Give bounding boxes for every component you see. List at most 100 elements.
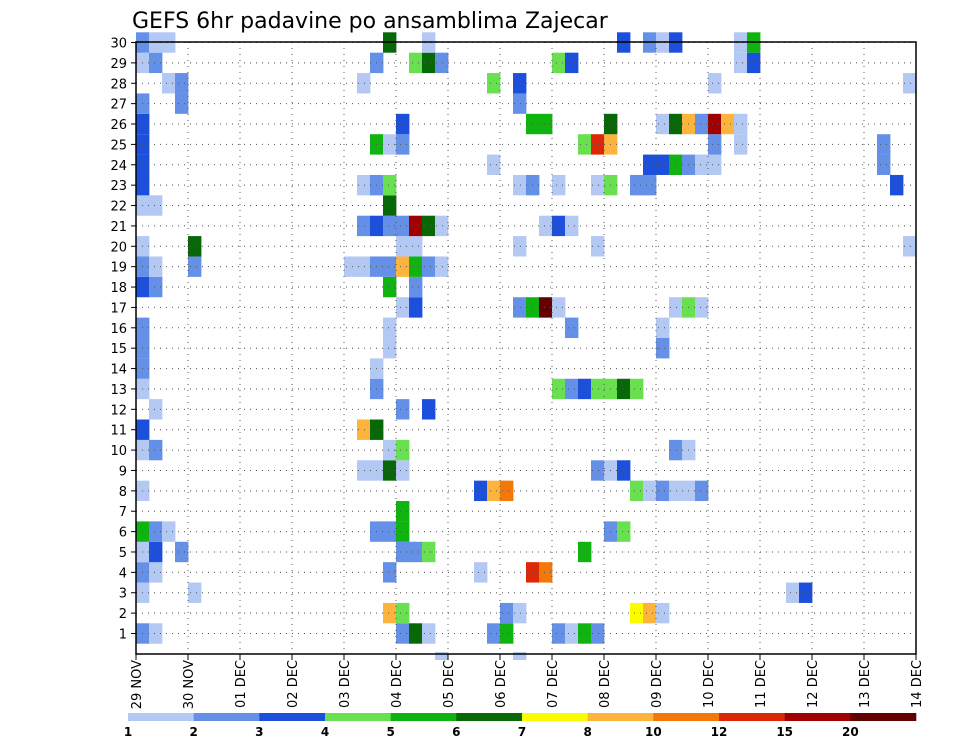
- heatmap-cell: [149, 52, 163, 74]
- heatmap-cell: [656, 154, 670, 175]
- heatmap-cell: [747, 52, 761, 74]
- y-tick-label: 11: [110, 424, 127, 439]
- y-tick-label: 7: [119, 505, 127, 520]
- heatmap-cell: [396, 439, 410, 461]
- heatmap-cell: [734, 113, 748, 135]
- heatmap-cell: [877, 154, 891, 175]
- x-tick-label: 13 DEC: [858, 660, 873, 708]
- heatmap-cell: [578, 623, 592, 644]
- legend-swatch: [390, 713, 457, 721]
- heatmap-cell: [591, 460, 605, 481]
- heatmap-cell: [383, 215, 397, 237]
- heatmap-cell: [695, 154, 709, 175]
- heatmap-cell: [396, 501, 410, 522]
- heatmap-cell: [591, 174, 605, 196]
- legend-swatch: [456, 713, 523, 721]
- y-tick-label: 12: [110, 403, 127, 418]
- heatmap-cell: [656, 480, 670, 502]
- heatmap-cell: [708, 134, 722, 155]
- heatmap-cell: [552, 297, 566, 318]
- heatmap-cell: [669, 154, 683, 175]
- heatmap-cell: [539, 562, 553, 583]
- heatmap-cell: [591, 378, 605, 400]
- heatmap-cell: [617, 460, 631, 481]
- legend-swatch: [653, 713, 720, 721]
- heatmap-cell: [435, 215, 449, 237]
- heatmap-cell: [643, 602, 657, 624]
- heatmap-cell: [656, 337, 670, 359]
- heatmap-cell: [149, 195, 163, 216]
- heatmap-cell: [630, 480, 644, 502]
- heatmap-cell: [357, 73, 371, 94]
- heatmap-cell: [656, 317, 670, 339]
- heatmap-cell: [903, 236, 917, 257]
- heatmap-cell: [513, 73, 527, 94]
- legend-swatch: [850, 713, 917, 721]
- heatmap-cell: [383, 134, 397, 155]
- legend-label: 3: [255, 725, 263, 739]
- y-axis: 1234567891011121314151617181920212223242…: [110, 37, 136, 643]
- heatmap-cell: [734, 52, 748, 74]
- heatmap-cell: [344, 256, 358, 277]
- heatmap-cell: [539, 297, 553, 318]
- heatmap-cell: [539, 113, 553, 135]
- x-tick-label: 12 DEC: [806, 660, 821, 708]
- heatmap-cell: [734, 134, 748, 155]
- heatmap-cell: [630, 174, 644, 196]
- heatmap-cell: [500, 602, 514, 624]
- heatmap-cell: [487, 154, 501, 175]
- heatmap-cell: [513, 297, 527, 318]
- legend-label: 10: [645, 725, 662, 739]
- heatmap-cell: [422, 541, 436, 563]
- legend-swatch: [193, 713, 260, 721]
- heatmap-cell: [383, 317, 397, 339]
- heatmap-cell: [422, 256, 436, 277]
- heatmap-cell: [435, 52, 449, 74]
- heatmap-cell: [422, 52, 436, 74]
- heatmap-cell: [383, 276, 397, 298]
- heatmap-cell: [409, 52, 423, 74]
- x-tick-label: 02 DEC: [286, 660, 301, 708]
- heatmap-cell: [630, 378, 644, 400]
- heatmap-cell: [409, 623, 423, 644]
- y-tick-label: 5: [119, 546, 127, 561]
- x-tick-label: 29 NOV: [130, 660, 145, 709]
- heatmap-cell: [435, 256, 449, 277]
- legend-label: 5: [386, 725, 394, 739]
- heatmap-cell: [617, 378, 631, 400]
- y-tick-label: 24: [110, 159, 127, 174]
- legend-label: 20: [842, 725, 859, 739]
- y-tick-label: 1: [119, 628, 127, 643]
- legend-swatch: [784, 713, 851, 721]
- y-tick-label: 4: [119, 566, 127, 581]
- heatmap-cell: [396, 460, 410, 481]
- heatmap-cell: [643, 480, 657, 502]
- heatmap-cell: [409, 541, 423, 563]
- heatmap-cell: [383, 460, 397, 481]
- heatmap-cell: [487, 480, 501, 502]
- heatmap-cell: [695, 297, 709, 318]
- heatmap-cell: [786, 582, 800, 603]
- heatmap-cell: [669, 113, 683, 135]
- heatmap-cell: [149, 623, 163, 644]
- chart-title: GEFS 6hr padavine po ansamblima Zajecar: [132, 9, 609, 34]
- heatmap-cell: [474, 480, 488, 502]
- heatmap-cell: [188, 582, 202, 603]
- heatmap-cell: [513, 174, 527, 196]
- heatmap-cell: [162, 521, 176, 542]
- heatmap-cell: [656, 113, 670, 135]
- heatmap-cell: [877, 134, 891, 155]
- heatmap-cell: [409, 215, 423, 237]
- heatmap-cell: [383, 562, 397, 583]
- heatmap-cell: [552, 174, 566, 196]
- legend-swatch: [587, 713, 654, 721]
- heatmap-cell: [409, 236, 423, 257]
- y-tick-label: 21: [110, 220, 127, 235]
- heatmap-cell: [149, 399, 163, 420]
- heatmap-cell: [188, 256, 202, 277]
- heatmap-cell: [578, 541, 592, 563]
- heatmap-cell: [695, 480, 709, 502]
- x-axis: 29 NOV 30 NOV 01 DEC 02 DEC 03 DEC 04 DEC 05 D…: [130, 654, 925, 709]
- heatmap-cell: [383, 195, 397, 216]
